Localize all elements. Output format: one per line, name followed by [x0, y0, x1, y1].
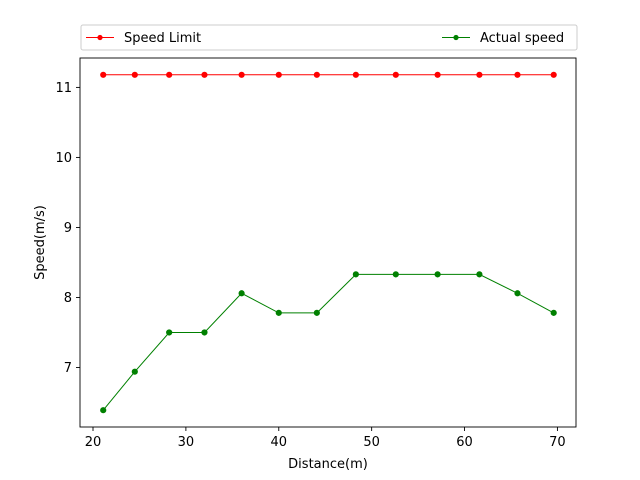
- plot-area: [79, 57, 577, 428]
- data-point: [476, 271, 483, 278]
- x-axis-label: Distance(m): [288, 457, 368, 472]
- legend-box: [80, 24, 578, 51]
- data-point: [100, 71, 107, 78]
- data-point: [352, 271, 359, 278]
- y-tick-label: 11: [55, 81, 72, 96]
- data-point: [131, 368, 138, 375]
- series-layer: [100, 71, 557, 414]
- legend-label: Actual speed: [480, 31, 564, 46]
- x-tick-label: 30: [178, 435, 195, 450]
- data-point: [352, 71, 359, 78]
- data-point: [476, 71, 483, 78]
- y-axis: 7 8 9 10 11: [55, 81, 80, 376]
- x-tick-label: 20: [85, 435, 102, 450]
- data-point: [100, 407, 107, 414]
- data-point: [201, 329, 208, 336]
- legend-swatch-marker: [453, 34, 459, 41]
- legend-label: Speed Limit: [124, 31, 201, 46]
- data-point: [550, 309, 557, 316]
- legend: Speed Limit Actual speed: [80, 24, 578, 51]
- legend-item-speed-limit: Speed Limit: [86, 31, 201, 46]
- data-point: [166, 71, 173, 78]
- data-point: [166, 329, 173, 336]
- data-point: [275, 71, 282, 78]
- data-point: [392, 271, 399, 278]
- x-tick-label: 60: [456, 435, 473, 450]
- data-point: [313, 309, 320, 316]
- y-tick-label: 7: [64, 361, 72, 376]
- data-point: [238, 290, 245, 297]
- data-point: [201, 71, 208, 78]
- y-axis-label: Speed(m/s): [33, 205, 48, 280]
- series-speed-limit: [100, 71, 557, 78]
- data-point: [131, 71, 138, 78]
- x-tick-label: 50: [363, 435, 380, 450]
- data-point: [392, 71, 399, 78]
- legend-swatch-marker: [97, 34, 103, 41]
- data-point: [434, 71, 441, 78]
- legend-item-actual-speed: Actual speed: [442, 31, 564, 46]
- y-tick-label: 9: [64, 221, 72, 236]
- data-point: [514, 71, 521, 78]
- data-point: [550, 71, 557, 78]
- data-point: [238, 71, 245, 78]
- data-point: [313, 71, 320, 78]
- y-tick-label: 10: [55, 151, 72, 166]
- x-tick-label: 40: [270, 435, 287, 450]
- data-point: [275, 309, 282, 316]
- x-tick-label: 70: [549, 435, 566, 450]
- data-point: [514, 290, 521, 297]
- y-tick-label: 8: [64, 291, 72, 306]
- series-actual-speed: [100, 271, 557, 414]
- data-point: [434, 271, 441, 278]
- x-axis: 20 30 40 50 60 70: [85, 427, 566, 450]
